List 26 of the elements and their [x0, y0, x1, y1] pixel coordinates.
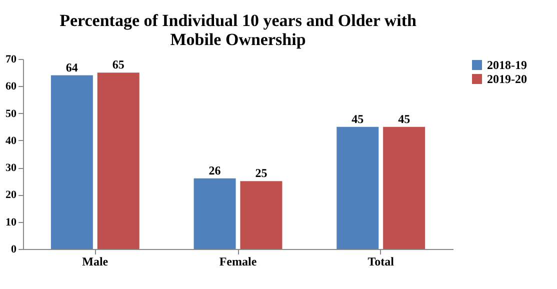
data-label: 45 — [352, 112, 364, 126]
bar — [50, 75, 93, 249]
data-label: 25 — [255, 166, 268, 180]
x-tick-label: Male — [82, 254, 109, 268]
y-tick-label: 60 — [6, 80, 17, 93]
bar — [194, 178, 236, 249]
chart-title: Percentage of Individual 10 years and Older with Mobile Ownership — [60, 11, 417, 49]
x-tick-label: Female — [219, 254, 258, 268]
y-tick-label: 10 — [6, 216, 17, 228]
bar — [97, 72, 140, 249]
y-tick-label: 50 — [6, 108, 17, 120]
y-tick-label: 70 — [6, 54, 17, 66]
data-label: 26 — [208, 163, 221, 178]
data-label: 65 — [112, 58, 124, 72]
y-tick-label: 30 — [6, 162, 17, 174]
data-label: 45 — [398, 112, 410, 126]
legend-label: 2018-19 — [487, 58, 527, 72]
y-tick-label: 20 — [6, 189, 17, 202]
legend-label: 2019-20 — [487, 72, 527, 86]
y-tick-label: 40 — [6, 134, 17, 147]
bar — [240, 181, 282, 249]
x-tick-label: Total — [368, 254, 395, 268]
data-label: 64 — [66, 60, 78, 74]
bar — [383, 126, 426, 249]
bar — [336, 126, 379, 249]
y-tick-label: 0 — [11, 244, 17, 256]
